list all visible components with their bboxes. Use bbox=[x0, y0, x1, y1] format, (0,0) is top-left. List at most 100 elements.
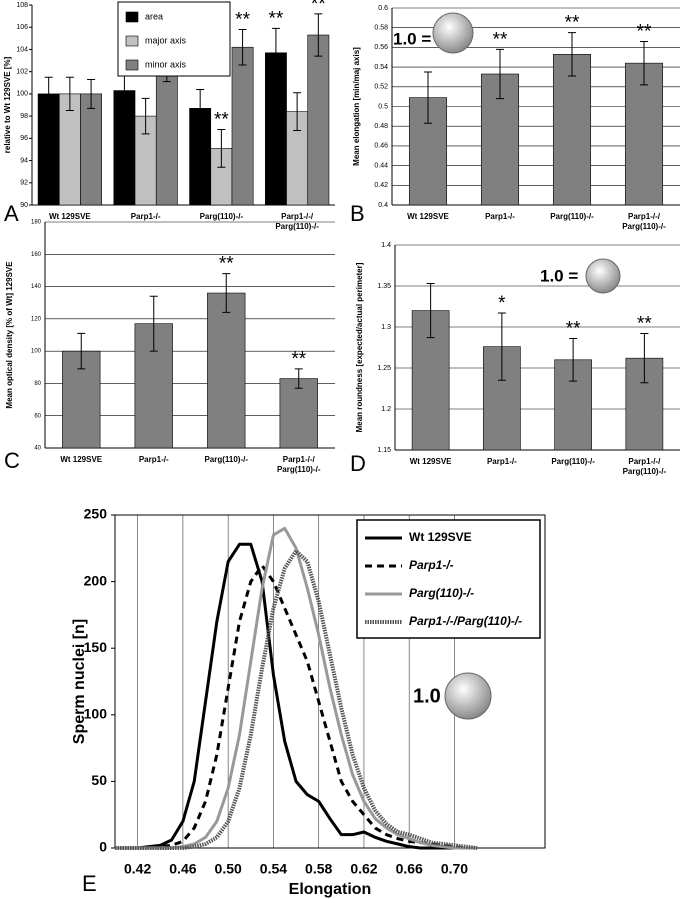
bar bbox=[80, 93, 102, 206]
x-tick-label: 0.46 bbox=[169, 861, 196, 877]
x-tick-label: 0.66 bbox=[396, 861, 423, 877]
error-bar bbox=[222, 273, 231, 313]
significance: ** bbox=[291, 349, 306, 370]
error-bar bbox=[87, 78, 96, 109]
significance: ** bbox=[214, 109, 229, 130]
line bbox=[115, 548, 478, 850]
legend-label: Parp1-/- bbox=[409, 558, 454, 572]
y-tick-label: 0 bbox=[99, 839, 107, 855]
y-tick-label: 0.44 bbox=[374, 162, 388, 169]
y-axis-label: relative to Wt 129SVE [%] bbox=[3, 56, 12, 153]
y-tick-label: 1.15 bbox=[377, 447, 391, 454]
error-bar bbox=[496, 48, 504, 100]
y-tick-label: 94 bbox=[20, 157, 28, 164]
error-bar bbox=[77, 332, 86, 370]
bar bbox=[231, 46, 254, 206]
panel-label: C bbox=[4, 448, 20, 473]
y-tick-label: 0.5 bbox=[378, 103, 388, 110]
legend-box bbox=[356, 519, 541, 639]
x-tick-label: Parp1-/- bbox=[485, 212, 515, 221]
bar bbox=[624, 62, 664, 206]
y-tick-label: 0.52 bbox=[374, 84, 388, 91]
significance: ** bbox=[219, 254, 234, 275]
legend-label: Wt 129SVE bbox=[409, 530, 472, 544]
significance: ** bbox=[269, 8, 284, 29]
error-bar bbox=[149, 295, 158, 352]
legend-label: Parp1-/-/Parg(110)-/- bbox=[409, 614, 522, 628]
x-tick-label: Parg(110)-/- bbox=[204, 455, 248, 464]
y-tick-label: 140 bbox=[31, 284, 42, 290]
error-bar bbox=[217, 128, 226, 168]
significance: ** bbox=[311, 0, 326, 15]
y-tick-label: 96 bbox=[20, 135, 28, 142]
x-tick-label: 0.62 bbox=[350, 861, 377, 877]
y-tick-label: 104 bbox=[16, 46, 28, 53]
significance: ** bbox=[637, 22, 652, 43]
plot-frame bbox=[114, 514, 546, 849]
y-tick-label: 102 bbox=[16, 69, 28, 76]
y-tick-label: 250 bbox=[84, 506, 108, 522]
legend-swatch bbox=[125, 59, 139, 71]
line bbox=[115, 564, 478, 850]
panel-label: E bbox=[82, 871, 97, 896]
error-bar bbox=[497, 312, 506, 381]
y-tick-label: 160 bbox=[31, 252, 42, 258]
bar bbox=[207, 292, 246, 449]
bar bbox=[155, 61, 178, 206]
error-bar bbox=[271, 27, 280, 78]
x-tick-label: Wt 129SVE bbox=[49, 212, 91, 221]
significance: * bbox=[498, 293, 506, 314]
y-tick-label: 1.4 bbox=[381, 242, 391, 249]
y-tick-label: 0.46 bbox=[374, 143, 388, 150]
y-tick-label: 108 bbox=[16, 2, 28, 9]
x-tick-label: 0.42 bbox=[124, 861, 151, 877]
bar bbox=[307, 34, 330, 206]
error-bar bbox=[141, 97, 150, 135]
x-tick-label: Wt 129SVE bbox=[60, 455, 102, 464]
x-tick-label: Parp1-/-/Parg(110)-/- bbox=[622, 212, 666, 231]
note: 1.0 = bbox=[393, 29, 431, 48]
error-bar bbox=[294, 368, 303, 389]
y-tick-label: 0.56 bbox=[374, 44, 388, 51]
circle-icon bbox=[444, 672, 492, 720]
y-tick-label: 100 bbox=[16, 91, 28, 98]
x-tick-label: Wt 129SVE bbox=[410, 457, 452, 466]
y-tick-label: 50 bbox=[91, 772, 107, 788]
error-bar bbox=[424, 71, 432, 124]
bar bbox=[279, 378, 318, 449]
y-tick-label: 100 bbox=[84, 706, 108, 722]
x-tick-label: Parg(110)-/- bbox=[550, 212, 594, 221]
y-tick-label: 1.35 bbox=[377, 283, 391, 290]
y-tick-label: 60 bbox=[34, 413, 41, 419]
x-tick-label: Parg(110)-/- bbox=[551, 457, 595, 466]
y-tick-label: 1.25 bbox=[377, 365, 391, 372]
legend-label: area bbox=[145, 11, 163, 21]
y-axis-label: Sperm nuclei [n] bbox=[71, 619, 88, 744]
x-tick-label: 0.54 bbox=[260, 861, 287, 877]
significance: ** bbox=[235, 9, 250, 30]
x-tick-label: Parp1-/- bbox=[487, 457, 517, 466]
y-tick-label: 106 bbox=[16, 24, 28, 31]
y-tick-label: 0.54 bbox=[374, 64, 388, 71]
x-tick-label: 0.70 bbox=[441, 861, 468, 877]
error-bar bbox=[426, 283, 435, 339]
circle-icon bbox=[585, 258, 621, 294]
legend-swatch bbox=[125, 11, 139, 23]
significance: ** bbox=[493, 29, 508, 50]
significance: ** bbox=[566, 318, 581, 339]
x-axis-label: Elongation bbox=[289, 881, 372, 898]
error-bar bbox=[44, 76, 53, 112]
significance: ** bbox=[565, 13, 580, 34]
y-tick-label: 1.3 bbox=[381, 324, 391, 331]
x-tick-label: Parp1-/- bbox=[131, 212, 161, 221]
error-bar bbox=[238, 28, 247, 66]
error-bar bbox=[314, 13, 323, 57]
bar bbox=[552, 53, 592, 206]
legend-label: minor axis bbox=[145, 59, 187, 69]
x-tick-label: 0.58 bbox=[305, 861, 332, 877]
y-tick-label: 120 bbox=[31, 316, 42, 322]
y-axis-label: Mean elongation [min/maj axis] bbox=[352, 47, 361, 166]
y-tick-label: 98 bbox=[20, 113, 28, 120]
circle-icon bbox=[432, 12, 474, 54]
error-bar bbox=[196, 88, 205, 128]
